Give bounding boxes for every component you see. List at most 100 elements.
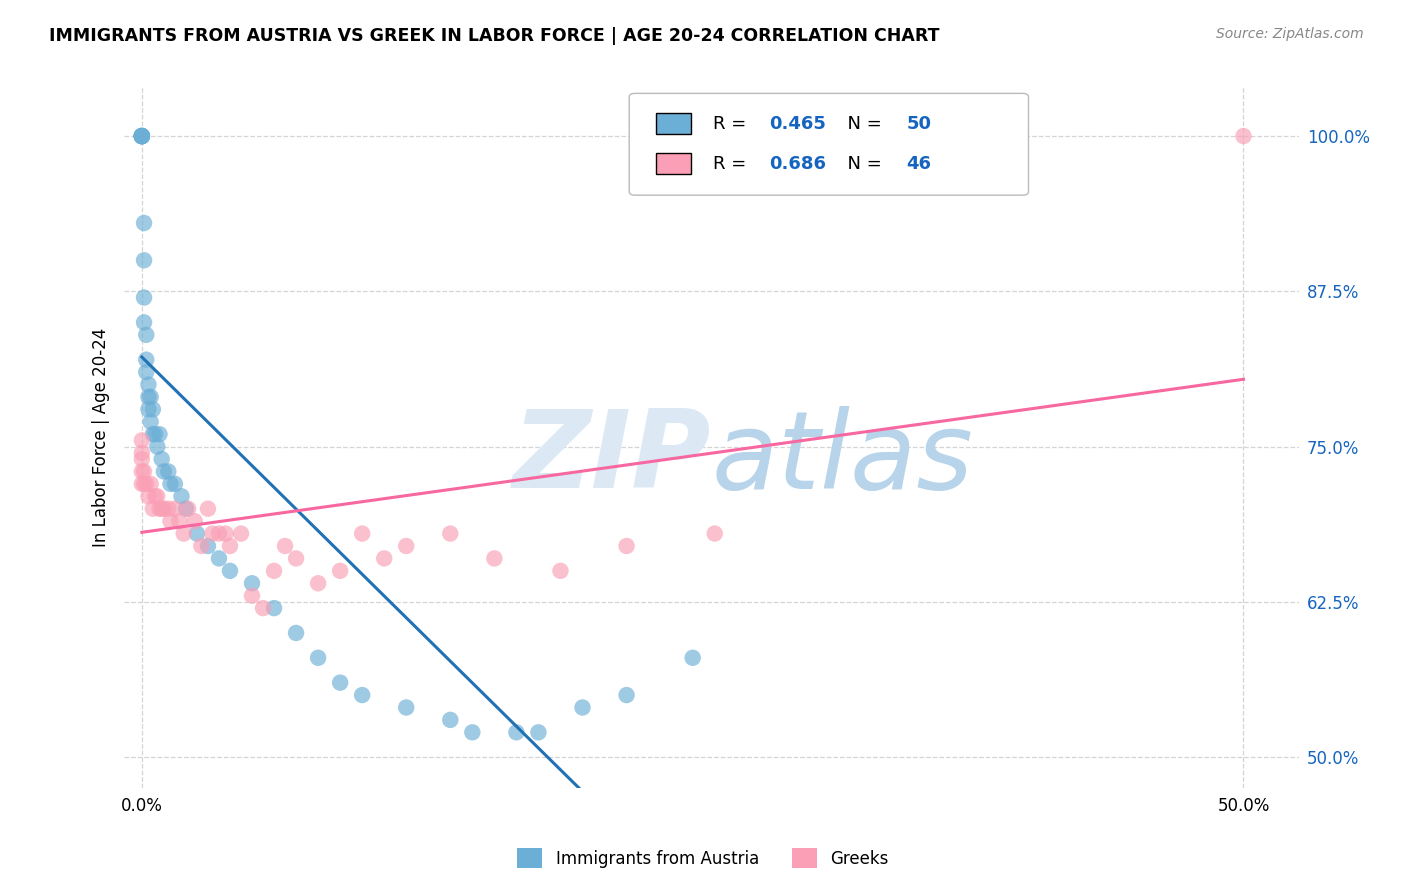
Point [173,526,195,541]
Point [138,390,160,404]
Point [135,476,157,491]
Point [177,501,200,516]
Point [131,129,153,144]
Point [148,427,170,442]
Point [139,390,162,404]
Point [170,489,193,503]
Point [146,440,169,454]
Point [150,452,173,467]
Text: 0.686: 0.686 [769,154,825,172]
Point [240,589,263,603]
Point [131,129,153,144]
Point [131,129,153,144]
Text: R =: R = [713,154,752,172]
Point [135,352,157,367]
Point [143,489,166,503]
Point [190,539,212,553]
Text: Source: ZipAtlas.com: Source: ZipAtlas.com [1216,27,1364,41]
Point [131,129,153,144]
Point [135,327,157,342]
Point [229,526,252,541]
Point [439,713,461,727]
Text: N =: N = [837,114,887,133]
Text: N =: N = [837,154,887,172]
FancyBboxPatch shape [657,113,692,134]
Point [616,539,638,553]
Text: 50: 50 [907,114,931,133]
Text: 0.465: 0.465 [769,114,825,133]
Point [505,725,527,739]
Point [263,601,285,615]
Point [138,489,160,503]
Point [131,129,153,144]
Point [329,675,352,690]
Point [197,539,219,553]
Point [138,402,160,417]
Point [329,564,352,578]
Point [131,129,153,144]
Point [395,700,418,714]
Point [263,564,285,578]
Point [461,725,484,739]
Point [550,564,572,578]
Point [159,514,181,528]
Point [571,700,593,714]
Point [208,526,231,541]
Point [150,501,173,516]
Point [132,476,155,491]
Point [132,253,155,268]
Point [183,514,205,528]
Point [201,526,224,541]
Point [132,291,155,305]
Point [197,501,219,516]
Point [527,725,550,739]
Point [703,526,725,541]
Point [616,688,638,702]
Point [208,551,231,566]
Point [142,402,165,417]
Point [157,501,180,516]
Point [135,365,157,379]
Point [163,476,186,491]
Point [439,526,461,541]
FancyBboxPatch shape [657,153,692,174]
Point [131,446,153,460]
Point [352,526,374,541]
Text: IMMIGRANTS FROM AUSTRIA VS GREEK IN LABOR FORCE | AGE 20-24 CORRELATION CHART: IMMIGRANTS FROM AUSTRIA VS GREEK IN LABO… [49,27,939,45]
Point [307,576,329,591]
Point [307,650,329,665]
Point [240,576,263,591]
Point [159,476,181,491]
Point [169,514,191,528]
Y-axis label: In Labor Force | Age 20-24: In Labor Force | Age 20-24 [93,327,110,547]
Point [138,377,160,392]
Point [395,539,418,553]
Point [214,526,236,541]
Text: ZIP: ZIP [513,405,711,511]
Point [186,526,208,541]
Point [131,452,153,467]
Point [285,626,308,640]
Point [131,476,153,491]
Point [153,501,176,516]
Point [219,539,242,553]
FancyBboxPatch shape [630,94,1028,195]
Point [163,501,186,516]
Point [148,501,170,516]
Point [682,650,704,665]
Point [132,315,155,329]
Point [139,476,162,491]
Point [174,501,197,516]
Point [132,465,155,479]
Text: R =: R = [713,114,752,133]
Point [274,539,297,553]
Point [157,465,180,479]
Text: 46: 46 [907,154,931,172]
Point [131,465,153,479]
Point [285,551,308,566]
Point [131,129,153,144]
Point [146,489,169,503]
Legend: Immigrants from Austria, Greeks: Immigrants from Austria, Greeks [509,839,897,877]
Point [1232,129,1254,144]
Point [131,434,153,448]
